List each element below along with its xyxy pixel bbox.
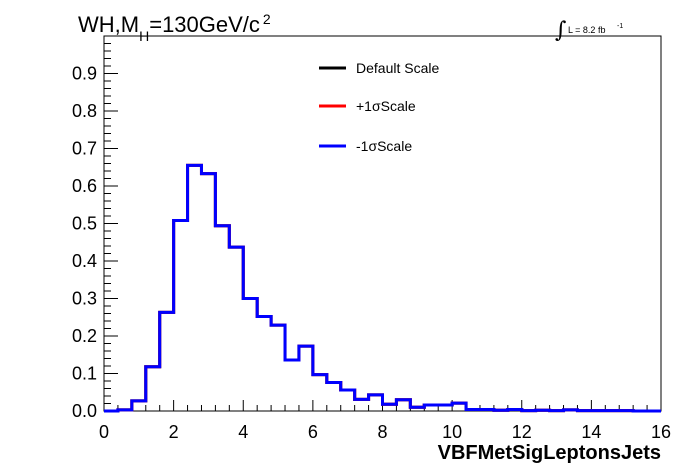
luminosity-text: L = 8.2 fb — [568, 25, 605, 35]
legend: Default Scale +1σScale -1σScale — [319, 60, 439, 154]
x-axis: 0 2 4 6 8 10 12 14 16 — [99, 400, 671, 442]
y-tick-label: 0.6 — [72, 176, 97, 196]
y-tick-label: 0.1 — [72, 364, 97, 384]
chart-title: WH,MH=130GeV/c 2 — [78, 11, 271, 44]
chart-title-rest: =130GeV/c — [149, 12, 260, 37]
y-tick-label: 0.9 — [72, 64, 97, 84]
y-tick-label: 0.2 — [72, 326, 97, 346]
x-tick-label: 4 — [238, 422, 248, 442]
chart-title-superscript: 2 — [263, 11, 271, 27]
luminosity-superscript: -1 — [617, 23, 623, 30]
x-tick-label: 14 — [581, 422, 601, 442]
x-tick-label: 10 — [442, 422, 462, 442]
legend-label: Default Scale — [356, 60, 439, 76]
luminosity-label: ∫ L = 8.2 fb -1 — [555, 18, 623, 43]
y-tick-label: 0.3 — [72, 289, 97, 309]
x-tick-label: 8 — [377, 422, 387, 442]
chart-title-main: WH,M — [78, 12, 139, 37]
series-line-3 — [104, 163, 661, 413]
y-tick-label: 0.8 — [72, 101, 97, 121]
x-tick-label: 12 — [512, 422, 532, 442]
y-tick-label: 0.5 — [72, 214, 97, 234]
integral-sign-icon: ∫ — [555, 18, 567, 43]
x-tick-label: 2 — [169, 422, 179, 442]
series-group — [104, 163, 661, 413]
x-tick-label: 16 — [651, 422, 671, 442]
x-tick-label: 6 — [308, 422, 318, 442]
y-tick-label: 0.7 — [72, 139, 97, 159]
y-axis: 0.0 0.1 0.2 0.3 0.4 0.5 0.6 0.7 0.8 0.9 — [72, 43, 118, 421]
plot-frame — [103, 35, 662, 412]
y-tick-label: 0.4 — [72, 251, 97, 271]
legend-label: -1σScale — [356, 138, 412, 154]
x-axis-title: VBFMetSigLeptonsJets — [438, 442, 661, 464]
legend-label: +1σScale — [356, 98, 416, 114]
y-tick-label: 0.0 — [72, 401, 97, 421]
x-tick-label: 0 — [99, 422, 109, 442]
